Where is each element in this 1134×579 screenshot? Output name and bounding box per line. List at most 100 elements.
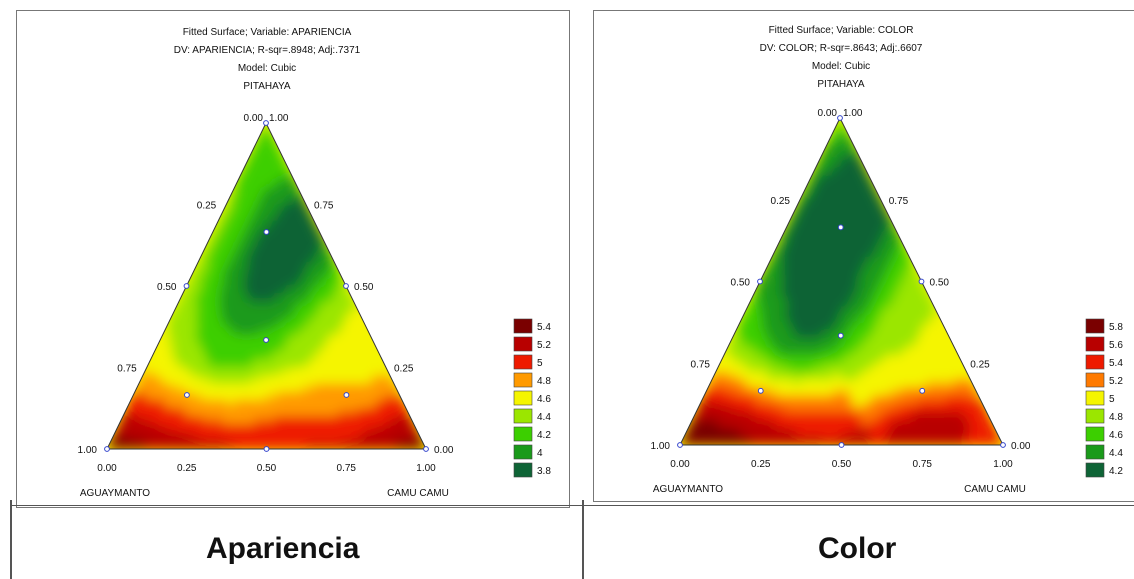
surface-cell xyxy=(800,436,810,445)
surface-cell xyxy=(937,436,947,445)
surface-cell xyxy=(881,436,891,445)
design-point xyxy=(837,332,844,339)
legend-swatch xyxy=(513,444,533,460)
axis-title-top: PITAHAYA xyxy=(243,81,291,92)
surface-cell xyxy=(377,440,387,449)
legend-label: 5.2 xyxy=(1109,376,1123,387)
surface-cell xyxy=(170,440,180,449)
legend-swatch xyxy=(513,426,533,442)
bottom-tick: 0.25 xyxy=(751,459,771,470)
surface-cell xyxy=(138,440,148,449)
surface-cells xyxy=(680,118,1003,445)
bottom-tick: 0.75 xyxy=(913,459,933,470)
surface-cell xyxy=(353,440,363,449)
legend-label: 4.2 xyxy=(1109,466,1123,477)
right-edge-tick: 0.50 xyxy=(354,282,374,293)
surface-cell xyxy=(744,436,754,445)
top-vertex-label-right: 1.00 xyxy=(269,113,289,124)
surface-cell xyxy=(824,436,834,445)
surface-cell xyxy=(695,436,705,445)
caption-color: Color xyxy=(818,532,897,565)
legend-swatch xyxy=(1085,444,1105,460)
bottom-tick: 0.50 xyxy=(832,459,852,470)
right-edge-tick: 0.75 xyxy=(314,201,334,212)
caption-apariencia: Apariencia xyxy=(206,532,360,565)
legend-swatch xyxy=(513,462,533,478)
legend-label: 4.8 xyxy=(537,376,551,387)
design-point xyxy=(263,337,269,343)
surface-cell xyxy=(393,440,403,449)
surface-cell xyxy=(921,436,931,445)
design-point xyxy=(837,115,843,121)
surface-cells xyxy=(107,123,426,449)
left-edge-tick: 0.75 xyxy=(117,364,137,375)
surface-cell xyxy=(962,436,972,445)
right-edge-tick: 0.50 xyxy=(930,278,950,289)
surface-cell xyxy=(114,440,124,449)
legend-label: 5 xyxy=(1109,394,1115,405)
design-point xyxy=(263,229,270,235)
design-point xyxy=(919,387,926,394)
legend-swatch xyxy=(513,318,533,334)
left-edge-tick: 0.75 xyxy=(691,359,711,370)
legend-label: 4.4 xyxy=(537,412,551,423)
axis-title-right: CAMU CAMU xyxy=(964,484,1026,495)
surface-cell xyxy=(808,436,818,445)
surface-cell xyxy=(289,440,299,449)
right-edge-tick: 0.25 xyxy=(970,359,990,370)
legend-swatch xyxy=(1085,426,1105,442)
surface-cell xyxy=(369,440,379,449)
legend-swatch xyxy=(1085,318,1105,334)
axis-title-top: PITAHAYA xyxy=(817,79,865,90)
table-top-border xyxy=(10,505,1134,506)
legend-label: 5.4 xyxy=(537,322,551,333)
right-edge-tick: 0.00 xyxy=(1011,441,1031,452)
surface-cell xyxy=(202,440,212,449)
surface-cell xyxy=(849,436,859,445)
top-vertex-label-left: 0.00 xyxy=(818,108,838,119)
surface-cell xyxy=(210,440,220,449)
surface-cell xyxy=(687,436,697,445)
surface-cell xyxy=(905,436,915,445)
design-point xyxy=(263,120,269,126)
design-point xyxy=(918,278,925,285)
surface-cell xyxy=(186,440,196,449)
surface-cell xyxy=(719,436,729,445)
surface-cell xyxy=(297,440,307,449)
surface-cell xyxy=(873,436,883,445)
surface-cell xyxy=(273,440,283,449)
right-edge-tick: 0.00 xyxy=(434,445,454,456)
surface-cell xyxy=(776,436,786,445)
chart-title-line: Fitted Surface; Variable: APARIENCIA xyxy=(183,27,352,38)
surface-cell xyxy=(752,436,762,445)
design-point xyxy=(343,283,349,289)
design-point xyxy=(263,446,270,452)
legend-label: 4 xyxy=(537,448,543,459)
surface-cell xyxy=(913,436,923,445)
surface-cell xyxy=(945,436,956,445)
left-edge-tick: 0.25 xyxy=(771,196,791,207)
surface-cell xyxy=(986,436,996,445)
legend-label: 5.6 xyxy=(1109,340,1123,351)
design-point xyxy=(837,224,844,231)
surface-cell xyxy=(250,440,260,449)
surface-cell xyxy=(194,440,204,449)
bottom-tick: 1.00 xyxy=(993,459,1013,470)
legend-label: 4.2 xyxy=(537,430,551,441)
left-edge-tick: 1.00 xyxy=(651,441,671,452)
legend-swatch xyxy=(1085,408,1105,424)
legend-swatch xyxy=(1085,390,1105,406)
surface-cell xyxy=(226,440,236,449)
left-edge-tick: 0.50 xyxy=(157,282,177,293)
surface-cell xyxy=(865,436,875,445)
legend-label: 3.8 xyxy=(537,466,551,477)
surface-cell xyxy=(897,436,907,445)
surface-cell xyxy=(361,440,371,449)
right-edge-tick: 0.25 xyxy=(394,364,414,375)
apariencia-chart-panel: Fitted Surface; Variable: APARIENCIA DV: … xyxy=(16,10,570,508)
surface-cell xyxy=(218,440,228,449)
legend-label: 5.8 xyxy=(1109,322,1123,333)
apariencia-ternary-chart: Fitted Surface; Variable: APARIENCIA DV: … xyxy=(78,27,552,499)
surface-cell xyxy=(792,436,802,445)
surface-cell xyxy=(970,436,980,445)
